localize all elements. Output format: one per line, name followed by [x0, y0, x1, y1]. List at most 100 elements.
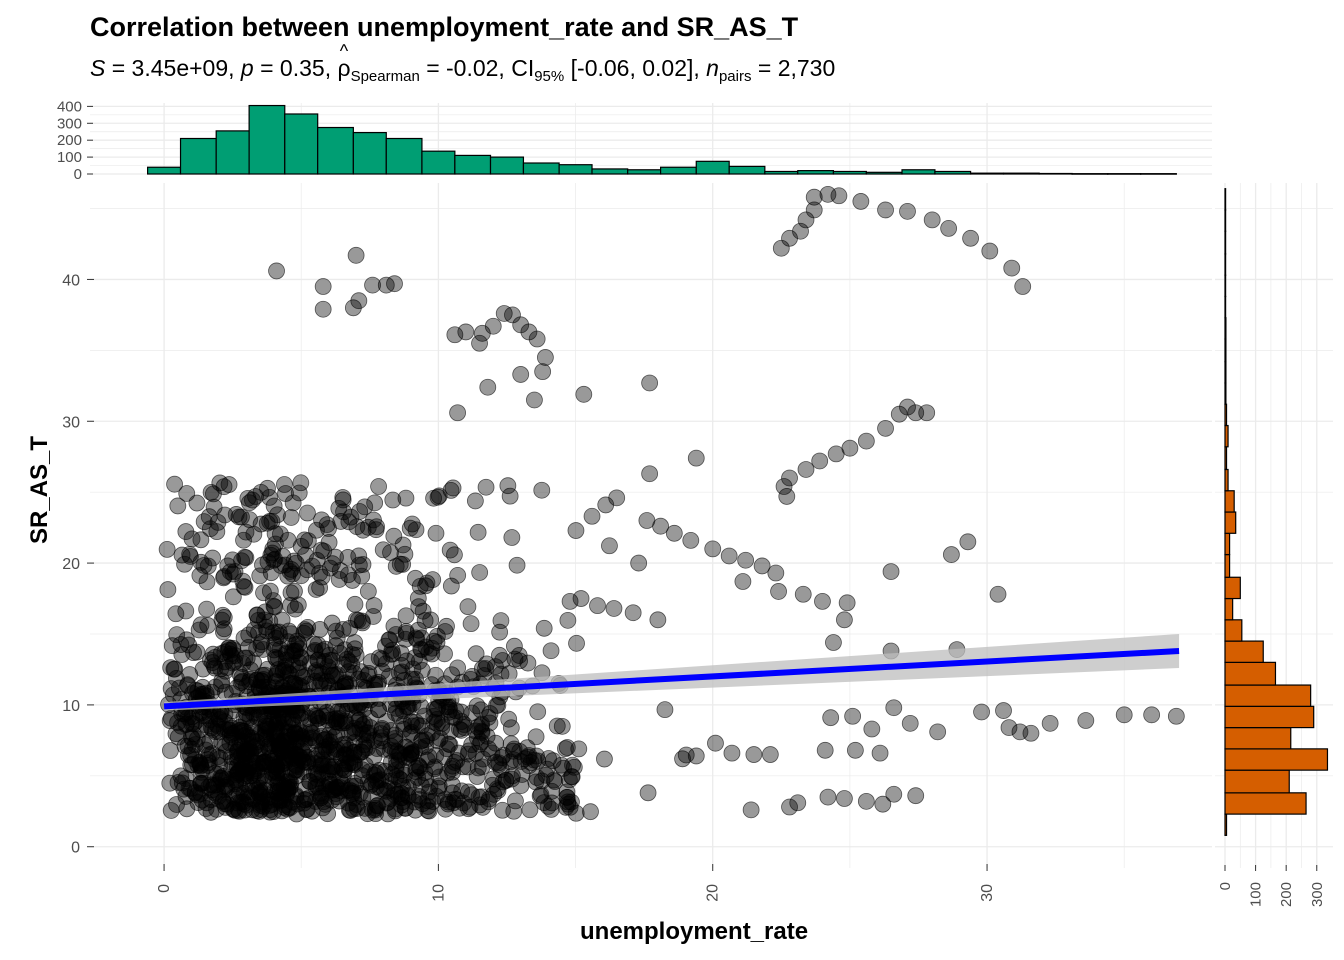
- data-point: [494, 652, 511, 669]
- data-point: [205, 657, 223, 675]
- data-point: [394, 536, 412, 554]
- data-point: [436, 623, 454, 640]
- data-point: [289, 596, 307, 614]
- data-point: [544, 752, 562, 770]
- right-hist-bar: [1224, 619, 1243, 642]
- grid-layer: [90, 103, 1333, 868]
- data-point: [168, 670, 185, 687]
- data-point: [274, 547, 292, 565]
- ci-subscript: 95%: [534, 68, 565, 85]
- data-point: [169, 714, 186, 732]
- data-point: [504, 306, 521, 324]
- data-point: [353, 612, 371, 630]
- top-hist-bar: [660, 166, 697, 175]
- right-hist-bar: [1224, 553, 1231, 578]
- data-point: [292, 474, 310, 492]
- data-point: [526, 391, 543, 409]
- data-point: [596, 750, 613, 768]
- data-point: [263, 764, 281, 781]
- data-point: [885, 699, 903, 717]
- top-hist-bar: [797, 170, 835, 175]
- data-point: [350, 670, 367, 688]
- data-point: [857, 432, 875, 450]
- right-hist-bar: [1224, 338, 1227, 363]
- data-point: [231, 734, 249, 752]
- data-point: [331, 770, 349, 788]
- n-value: = 2,730: [757, 55, 836, 81]
- top-hist-bar: [1002, 172, 1040, 175]
- data-point: [761, 746, 779, 763]
- right-hist-bar: [1224, 274, 1227, 298]
- data-point: [471, 564, 489, 581]
- data-point: [161, 774, 179, 792]
- x-tick-label: 30: [979, 884, 996, 902]
- right-hist-bar: [1224, 597, 1234, 621]
- data-point: [362, 788, 380, 806]
- data-point: [259, 479, 276, 497]
- right-hist-bar: [1224, 188, 1227, 211]
- data-point: [360, 665, 378, 682]
- data-point: [406, 743, 423, 761]
- data-point: [195, 557, 213, 574]
- data-point: [353, 567, 371, 585]
- data-point: [418, 574, 436, 592]
- data-point: [231, 779, 249, 796]
- data-point: [267, 535, 284, 553]
- data-point: [789, 794, 807, 812]
- top-hist-bar: [284, 113, 319, 175]
- data-point: [244, 777, 262, 795]
- top-hist-tick-label: 0: [74, 166, 82, 183]
- right-hist-tick-label: 200: [1278, 882, 1295, 907]
- data-point: [346, 733, 364, 751]
- data-point: [597, 496, 615, 514]
- data-point: [241, 670, 259, 688]
- data-point: [166, 475, 183, 493]
- data-point: [605, 600, 623, 617]
- data-point: [329, 703, 347, 721]
- data-point: [397, 624, 415, 642]
- data-point: [540, 750, 558, 767]
- data-point: [215, 609, 233, 626]
- data-point: [781, 469, 798, 487]
- data-point: [162, 680, 180, 698]
- data-point: [232, 721, 250, 739]
- data-point: [443, 776, 461, 794]
- data-point: [427, 524, 445, 542]
- data-point: [630, 554, 648, 572]
- right-hist-bar: [1224, 511, 1237, 534]
- data-point: [901, 714, 919, 732]
- data-point: [376, 781, 393, 799]
- data-point: [484, 776, 501, 794]
- data-point: [178, 485, 196, 502]
- data-point: [561, 592, 579, 610]
- data-point: [383, 765, 401, 783]
- data-point: [477, 478, 495, 496]
- data-point: [462, 615, 480, 633]
- top-hist-bar: [1140, 173, 1177, 175]
- data-point: [797, 461, 815, 478]
- x-axis-title: unemployment_rate: [580, 918, 809, 945]
- data-point: [251, 708, 268, 726]
- data-point: [366, 494, 384, 512]
- data-point: [378, 713, 395, 731]
- y-tick-label: 30: [62, 414, 80, 431]
- data-point: [507, 792, 524, 810]
- data-point: [816, 741, 834, 759]
- data-point: [340, 566, 357, 584]
- data-point: [264, 540, 282, 558]
- data-point: [474, 750, 492, 768]
- data-point: [245, 621, 263, 639]
- data-point: [479, 378, 497, 396]
- data-point: [378, 794, 396, 812]
- data-point: [413, 641, 431, 659]
- data-point: [838, 594, 856, 612]
- y-tick-label: 10: [62, 698, 80, 715]
- data-point: [811, 452, 829, 470]
- right-hist-bar: [1224, 230, 1227, 255]
- data-point: [175, 780, 193, 798]
- data-point: [306, 707, 324, 724]
- top-hist-bar: [1071, 173, 1109, 175]
- top-hist-bar: [248, 104, 286, 175]
- data-point: [877, 201, 894, 219]
- data-point: [674, 750, 691, 768]
